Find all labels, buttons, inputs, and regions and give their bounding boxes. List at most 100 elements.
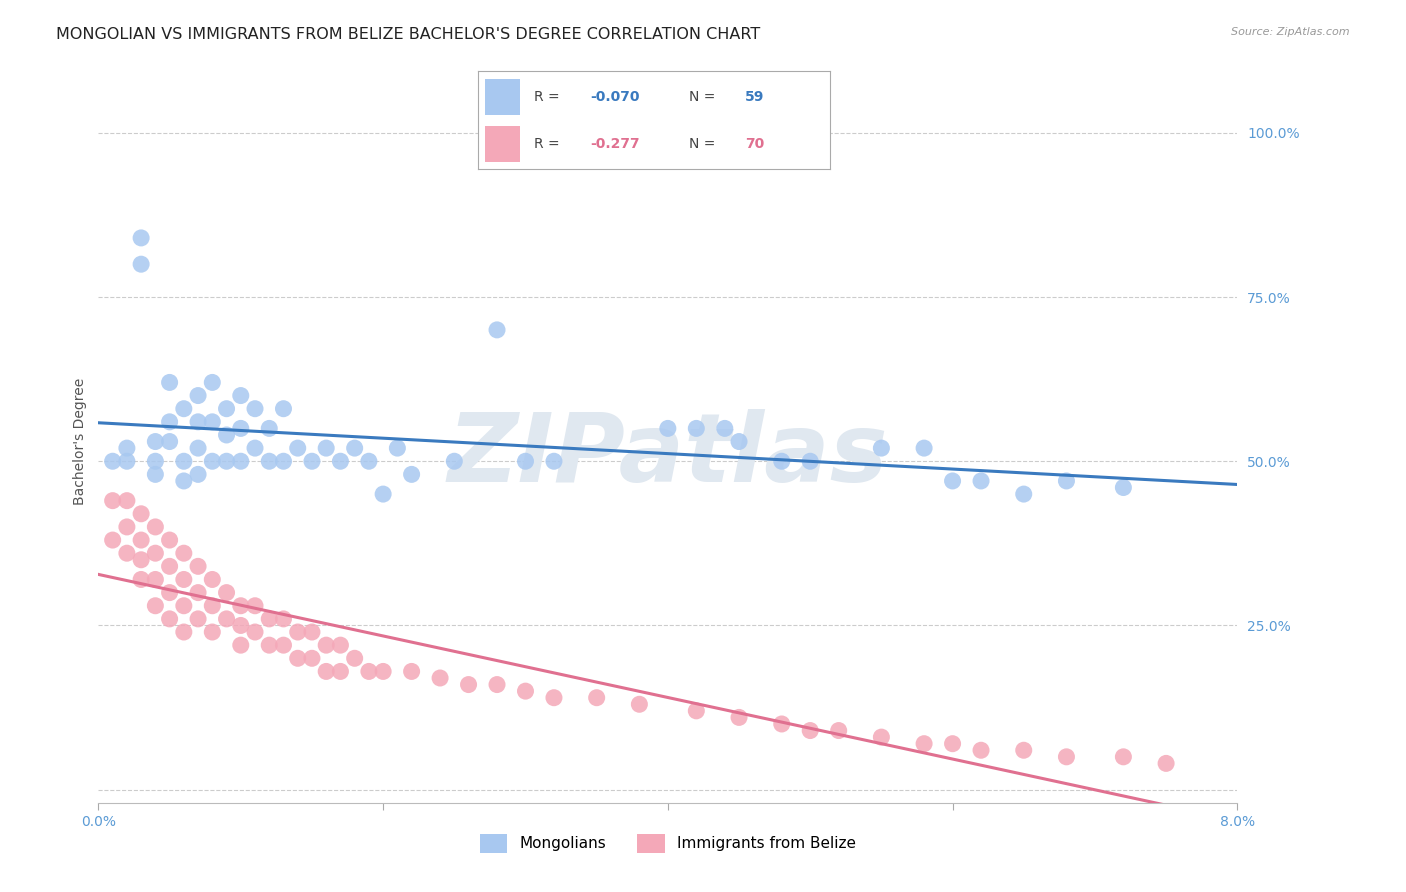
Point [515,684,537,698]
Point [301,651,323,665]
Point [187,441,209,455]
Point [187,559,209,574]
Point [229,454,252,468]
Point [799,723,821,738]
Point [159,376,181,390]
Point [828,723,851,738]
Point [115,441,138,455]
Point [401,467,423,482]
Point [387,441,409,455]
Text: N =: N = [689,90,720,103]
Point [115,493,138,508]
Point [229,421,252,435]
Point [201,454,224,468]
Point [145,434,167,449]
Point [215,585,238,599]
Point [543,454,565,468]
Point [912,737,935,751]
Point [799,454,821,468]
Point [259,638,281,652]
Point [101,533,124,547]
Point [129,573,152,587]
Point [443,454,465,468]
Point [273,638,295,652]
Point [728,710,751,724]
Point [229,618,252,632]
Point [145,599,167,613]
Point [486,677,509,691]
Point [145,467,167,482]
Text: -0.277: -0.277 [591,137,640,151]
Point [229,638,252,652]
Point [173,599,195,613]
Point [970,743,993,757]
Point [1112,749,1135,764]
Point [215,454,238,468]
Point [371,487,394,501]
Text: R =: R = [534,137,564,151]
Point [115,546,138,560]
FancyBboxPatch shape [485,79,520,114]
Point [628,698,651,712]
Point [329,454,352,468]
Point [685,704,707,718]
Point [585,690,607,705]
Point [912,441,935,455]
Point [187,612,209,626]
Point [515,454,537,468]
Point [770,454,793,468]
Point [457,677,479,691]
Point [201,625,224,640]
Point [343,441,366,455]
Point [243,625,266,640]
Point [229,388,252,402]
Text: N =: N = [689,137,720,151]
Point [870,441,893,455]
Point [657,421,679,435]
Point [543,690,565,705]
Point [870,730,893,744]
Point [187,467,209,482]
Point [201,599,224,613]
Point [101,454,124,468]
Point [287,651,309,665]
Point [243,599,266,613]
Point [173,474,195,488]
Point [159,559,181,574]
Point [315,638,337,652]
Point [215,428,238,442]
Point [215,612,238,626]
Point [357,665,380,679]
Text: 70: 70 [745,137,765,151]
Point [129,533,152,547]
Point [129,553,152,567]
Point [357,454,380,468]
Point [129,231,152,245]
Point [243,401,266,416]
Point [145,573,167,587]
Point [173,454,195,468]
Point [173,401,195,416]
Point [259,421,281,435]
Point [1056,749,1078,764]
Point [942,737,965,751]
Point [173,573,195,587]
Point [129,257,152,271]
Point [273,454,295,468]
Text: R =: R = [534,90,564,103]
Point [173,546,195,560]
Point [1112,481,1135,495]
Point [173,625,195,640]
Point [343,651,366,665]
Point [1012,487,1035,501]
Point [1056,474,1078,488]
Point [243,441,266,455]
Point [301,454,323,468]
Point [201,415,224,429]
Text: Source: ZipAtlas.com: Source: ZipAtlas.com [1232,27,1350,37]
Point [429,671,451,685]
Point [187,585,209,599]
Text: MONGOLIAN VS IMMIGRANTS FROM BELIZE BACHELOR'S DEGREE CORRELATION CHART: MONGOLIAN VS IMMIGRANTS FROM BELIZE BACH… [56,27,761,42]
Point [970,474,993,488]
Point [159,612,181,626]
